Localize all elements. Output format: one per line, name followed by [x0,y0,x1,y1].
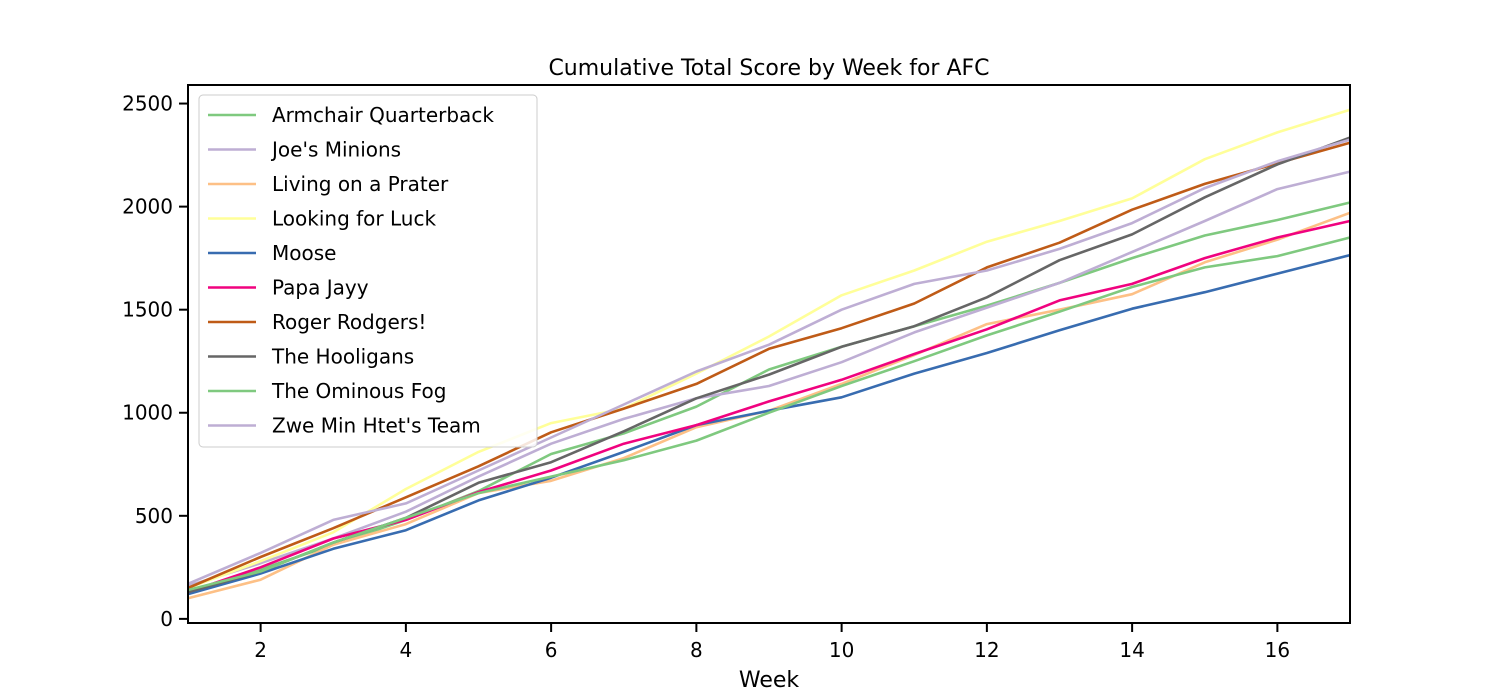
series-line-4 [187,253,1351,596]
legend: Armchair Quarterback Joe's Minions Living … [198,94,538,448]
plot-frame [187,84,1351,624]
y-tick-label: 2000 [122,195,173,219]
legend-label: Looking for Luck [272,207,436,231]
series-line-1 [187,170,1351,588]
legend-label: Living on a Prater [272,172,449,196]
legend-label: The Hooligans [271,345,414,369]
x-tick-label: 12 [974,638,999,662]
y-tick-label: 0 [160,607,173,631]
x-tick-label: 6 [545,638,558,662]
series-layer [187,108,1351,600]
legend-box [198,94,538,448]
series-line-9 [187,138,1351,585]
x-tick-label: 14 [1119,638,1144,662]
series-line-0 [187,201,1351,594]
series-line-3 [187,108,1351,590]
legend-label: Armchair Quarterback [272,103,494,127]
legend-label: Papa Jayy [272,276,369,300]
y-tick-label: 500 [135,504,173,528]
legend-label: Roger Rodgers! [272,310,426,334]
legend-label: The Ominous Fog [271,379,446,403]
legend-label: Zwe Min Htet's Team [272,414,481,438]
x-tick-label: 4 [400,638,413,662]
x-tick-label: 8 [690,638,703,662]
y-axis: 0 500 1000 1500 2000 2500 [122,92,188,631]
x-tick-label: 10 [829,638,854,662]
legend-label: Joe's Minions [270,138,401,162]
x-tick-label: 16 [1265,638,1290,662]
y-tick-label: 1000 [122,401,173,425]
x-axis-label: Week [739,668,800,693]
legend-label: Moose [272,241,336,265]
y-tick-label: 2500 [122,92,173,116]
series-line-8 [187,236,1351,592]
x-axis: 2 4 6 8 10 12 14 16 [254,623,1290,662]
chart-title: Cumulative Total Score by Week for AFC [548,56,989,81]
x-tick-label: 2 [254,638,267,662]
y-tick-label: 1500 [122,298,173,322]
